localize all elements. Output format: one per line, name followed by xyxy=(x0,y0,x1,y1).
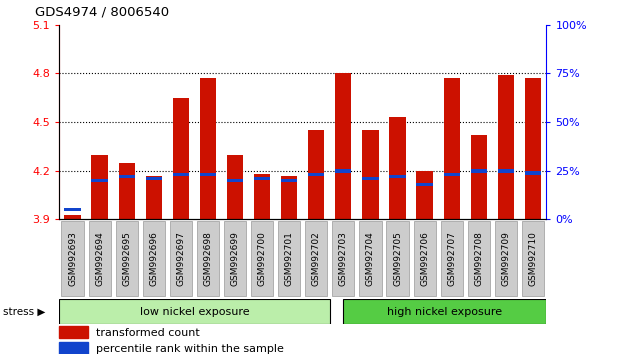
Bar xyxy=(386,221,409,296)
Bar xyxy=(227,155,243,219)
Bar xyxy=(254,177,270,180)
Bar xyxy=(116,221,138,296)
Bar xyxy=(332,221,355,296)
Bar xyxy=(335,169,351,172)
Bar xyxy=(91,155,108,219)
Text: GSM992700: GSM992700 xyxy=(258,231,266,286)
Bar xyxy=(146,176,162,219)
Text: GSM992705: GSM992705 xyxy=(393,231,402,286)
Bar xyxy=(224,221,246,296)
Text: GSM992697: GSM992697 xyxy=(176,231,185,286)
Text: GSM992707: GSM992707 xyxy=(447,231,456,286)
Text: GSM992704: GSM992704 xyxy=(366,231,375,286)
Bar xyxy=(389,175,406,178)
Bar xyxy=(119,175,135,178)
Text: GSM992695: GSM992695 xyxy=(122,231,131,286)
Bar xyxy=(335,73,351,219)
Bar xyxy=(522,221,544,296)
Text: GSM992701: GSM992701 xyxy=(284,231,294,286)
Bar xyxy=(305,221,327,296)
Bar xyxy=(65,208,81,211)
Bar xyxy=(170,221,192,296)
Bar xyxy=(59,342,88,354)
Bar xyxy=(227,179,243,182)
Bar xyxy=(281,176,297,219)
Bar xyxy=(498,75,514,219)
Bar xyxy=(89,221,111,296)
Bar xyxy=(173,98,189,219)
Bar xyxy=(443,78,460,219)
Bar xyxy=(197,221,219,296)
Bar xyxy=(146,177,162,180)
Bar xyxy=(91,179,108,182)
Bar xyxy=(498,169,514,172)
Bar xyxy=(278,221,301,296)
Bar xyxy=(308,173,324,176)
Text: GSM992698: GSM992698 xyxy=(204,231,212,286)
Bar xyxy=(61,221,84,296)
Bar xyxy=(362,177,379,180)
Bar xyxy=(440,221,463,296)
Bar xyxy=(251,221,273,296)
Bar xyxy=(360,221,381,296)
Bar xyxy=(443,173,460,176)
Bar xyxy=(525,78,541,219)
Bar xyxy=(414,221,436,296)
Text: GSM992708: GSM992708 xyxy=(474,231,483,286)
Text: GSM992709: GSM992709 xyxy=(501,231,510,286)
Bar xyxy=(143,221,165,296)
Bar xyxy=(471,135,487,219)
Text: GSM992702: GSM992702 xyxy=(312,231,321,286)
Text: high nickel exposure: high nickel exposure xyxy=(388,307,502,316)
Bar xyxy=(59,299,330,324)
Bar xyxy=(525,171,541,175)
Bar xyxy=(417,171,433,219)
Bar xyxy=(468,221,490,296)
Bar xyxy=(389,117,406,219)
Bar xyxy=(65,215,81,219)
Text: low nickel exposure: low nickel exposure xyxy=(140,307,249,316)
Bar xyxy=(362,130,379,219)
Bar xyxy=(119,163,135,219)
Text: transformed count: transformed count xyxy=(96,328,199,338)
Text: percentile rank within the sample: percentile rank within the sample xyxy=(96,344,283,354)
Text: GSM992710: GSM992710 xyxy=(528,231,537,286)
Bar xyxy=(281,179,297,182)
Text: GSM992706: GSM992706 xyxy=(420,231,429,286)
Bar xyxy=(417,183,433,186)
Bar xyxy=(200,78,216,219)
Bar xyxy=(495,221,517,296)
Text: GSM992694: GSM992694 xyxy=(95,231,104,286)
Bar xyxy=(200,173,216,176)
Text: stress ▶: stress ▶ xyxy=(3,307,45,316)
Text: GSM992693: GSM992693 xyxy=(68,231,77,286)
Text: GSM992703: GSM992703 xyxy=(339,231,348,286)
Bar xyxy=(471,169,487,172)
Text: GDS4974 / 8006540: GDS4974 / 8006540 xyxy=(35,5,169,18)
Bar xyxy=(59,326,88,338)
Bar xyxy=(254,174,270,219)
Bar xyxy=(173,173,189,176)
Bar xyxy=(343,299,546,324)
Bar xyxy=(308,130,324,219)
Text: GSM992699: GSM992699 xyxy=(230,231,240,286)
Text: GSM992696: GSM992696 xyxy=(149,231,158,286)
